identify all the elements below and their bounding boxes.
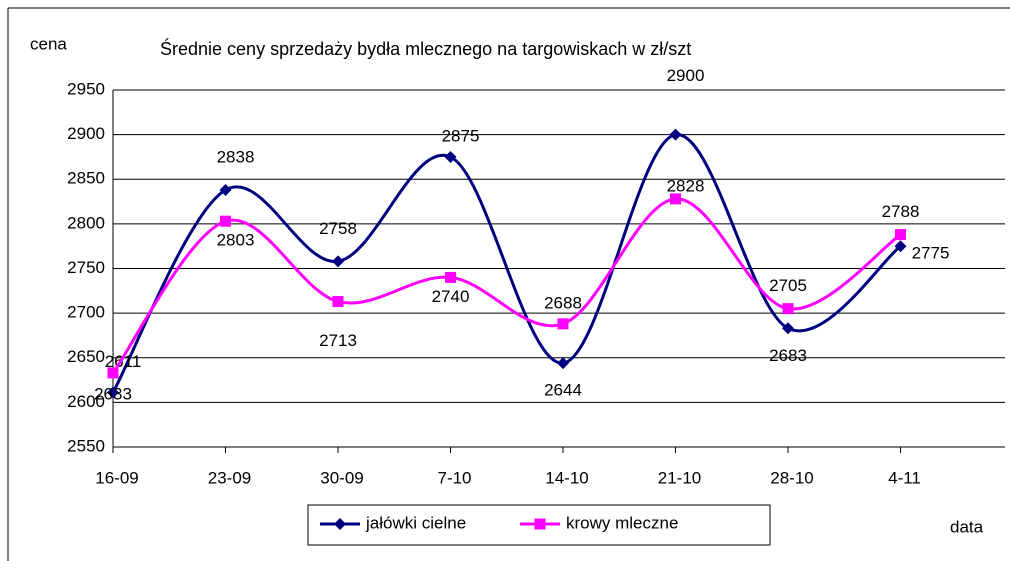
data-label: 2683 xyxy=(769,346,807,365)
marker xyxy=(107,386,119,399)
data-label: 2775 xyxy=(912,244,950,263)
x-tick-label: 7-10 xyxy=(437,468,471,487)
marker xyxy=(782,322,794,335)
x-tick-label: 14-10 xyxy=(545,468,588,487)
marker xyxy=(782,303,794,315)
x-tick-label: 4-11 xyxy=(888,468,921,487)
data-label: 2828 xyxy=(667,176,705,195)
y-axis-label: cena xyxy=(30,34,67,53)
y-tick-label: 2650 xyxy=(67,347,105,366)
x-tick-label: 16-09 xyxy=(95,468,138,487)
data-label: 2633 xyxy=(94,384,132,403)
data-label: 2611 xyxy=(105,352,142,371)
marker xyxy=(332,296,344,308)
x-tick-label: 21-10 xyxy=(658,468,701,487)
chart-title: Średnie ceny sprzedaży bydła mlecznego n… xyxy=(160,38,691,59)
x-tick-label: 23-09 xyxy=(208,468,251,487)
data-label: 2705 xyxy=(769,276,807,295)
marker xyxy=(669,128,682,141)
data-label: 2644 xyxy=(544,381,582,400)
marker xyxy=(894,240,907,253)
legend-label: jałówki cielne xyxy=(365,513,466,532)
data-label: 2875 xyxy=(442,126,480,145)
marker xyxy=(557,318,569,330)
marker xyxy=(220,215,231,227)
y-tick-label: 2600 xyxy=(67,392,105,411)
marker xyxy=(895,229,906,241)
y-tick-label: 2800 xyxy=(67,213,105,232)
marker xyxy=(107,367,119,379)
marker xyxy=(334,518,346,530)
marker xyxy=(332,255,344,268)
x-tick-label: 30-09 xyxy=(320,468,363,487)
y-tick-label: 2550 xyxy=(67,436,105,455)
marker xyxy=(219,183,232,196)
data-label: 2803 xyxy=(217,231,255,250)
data-label: 2713 xyxy=(319,331,357,350)
data-label: 2758 xyxy=(319,219,357,238)
x-tick-label: 28-10 xyxy=(770,468,813,487)
x-axis-label: data xyxy=(950,517,984,536)
legend-label: krowy mleczne xyxy=(566,513,678,532)
y-tick-label: 2850 xyxy=(67,169,105,188)
data-label: 2900 xyxy=(667,66,705,85)
data-label: 2688 xyxy=(544,293,582,312)
y-tick-label: 2750 xyxy=(67,258,105,277)
marker xyxy=(445,271,456,283)
y-tick-label: 2700 xyxy=(67,303,105,322)
y-tick-label: 2900 xyxy=(67,124,105,143)
y-tick-label: 2950 xyxy=(67,79,105,98)
marker xyxy=(557,357,569,370)
data-label: 2838 xyxy=(217,147,255,166)
marker xyxy=(670,193,681,205)
marker xyxy=(444,150,457,163)
data-label: 2788 xyxy=(882,202,920,221)
data-label: 2740 xyxy=(432,287,470,306)
marker xyxy=(534,518,546,530)
